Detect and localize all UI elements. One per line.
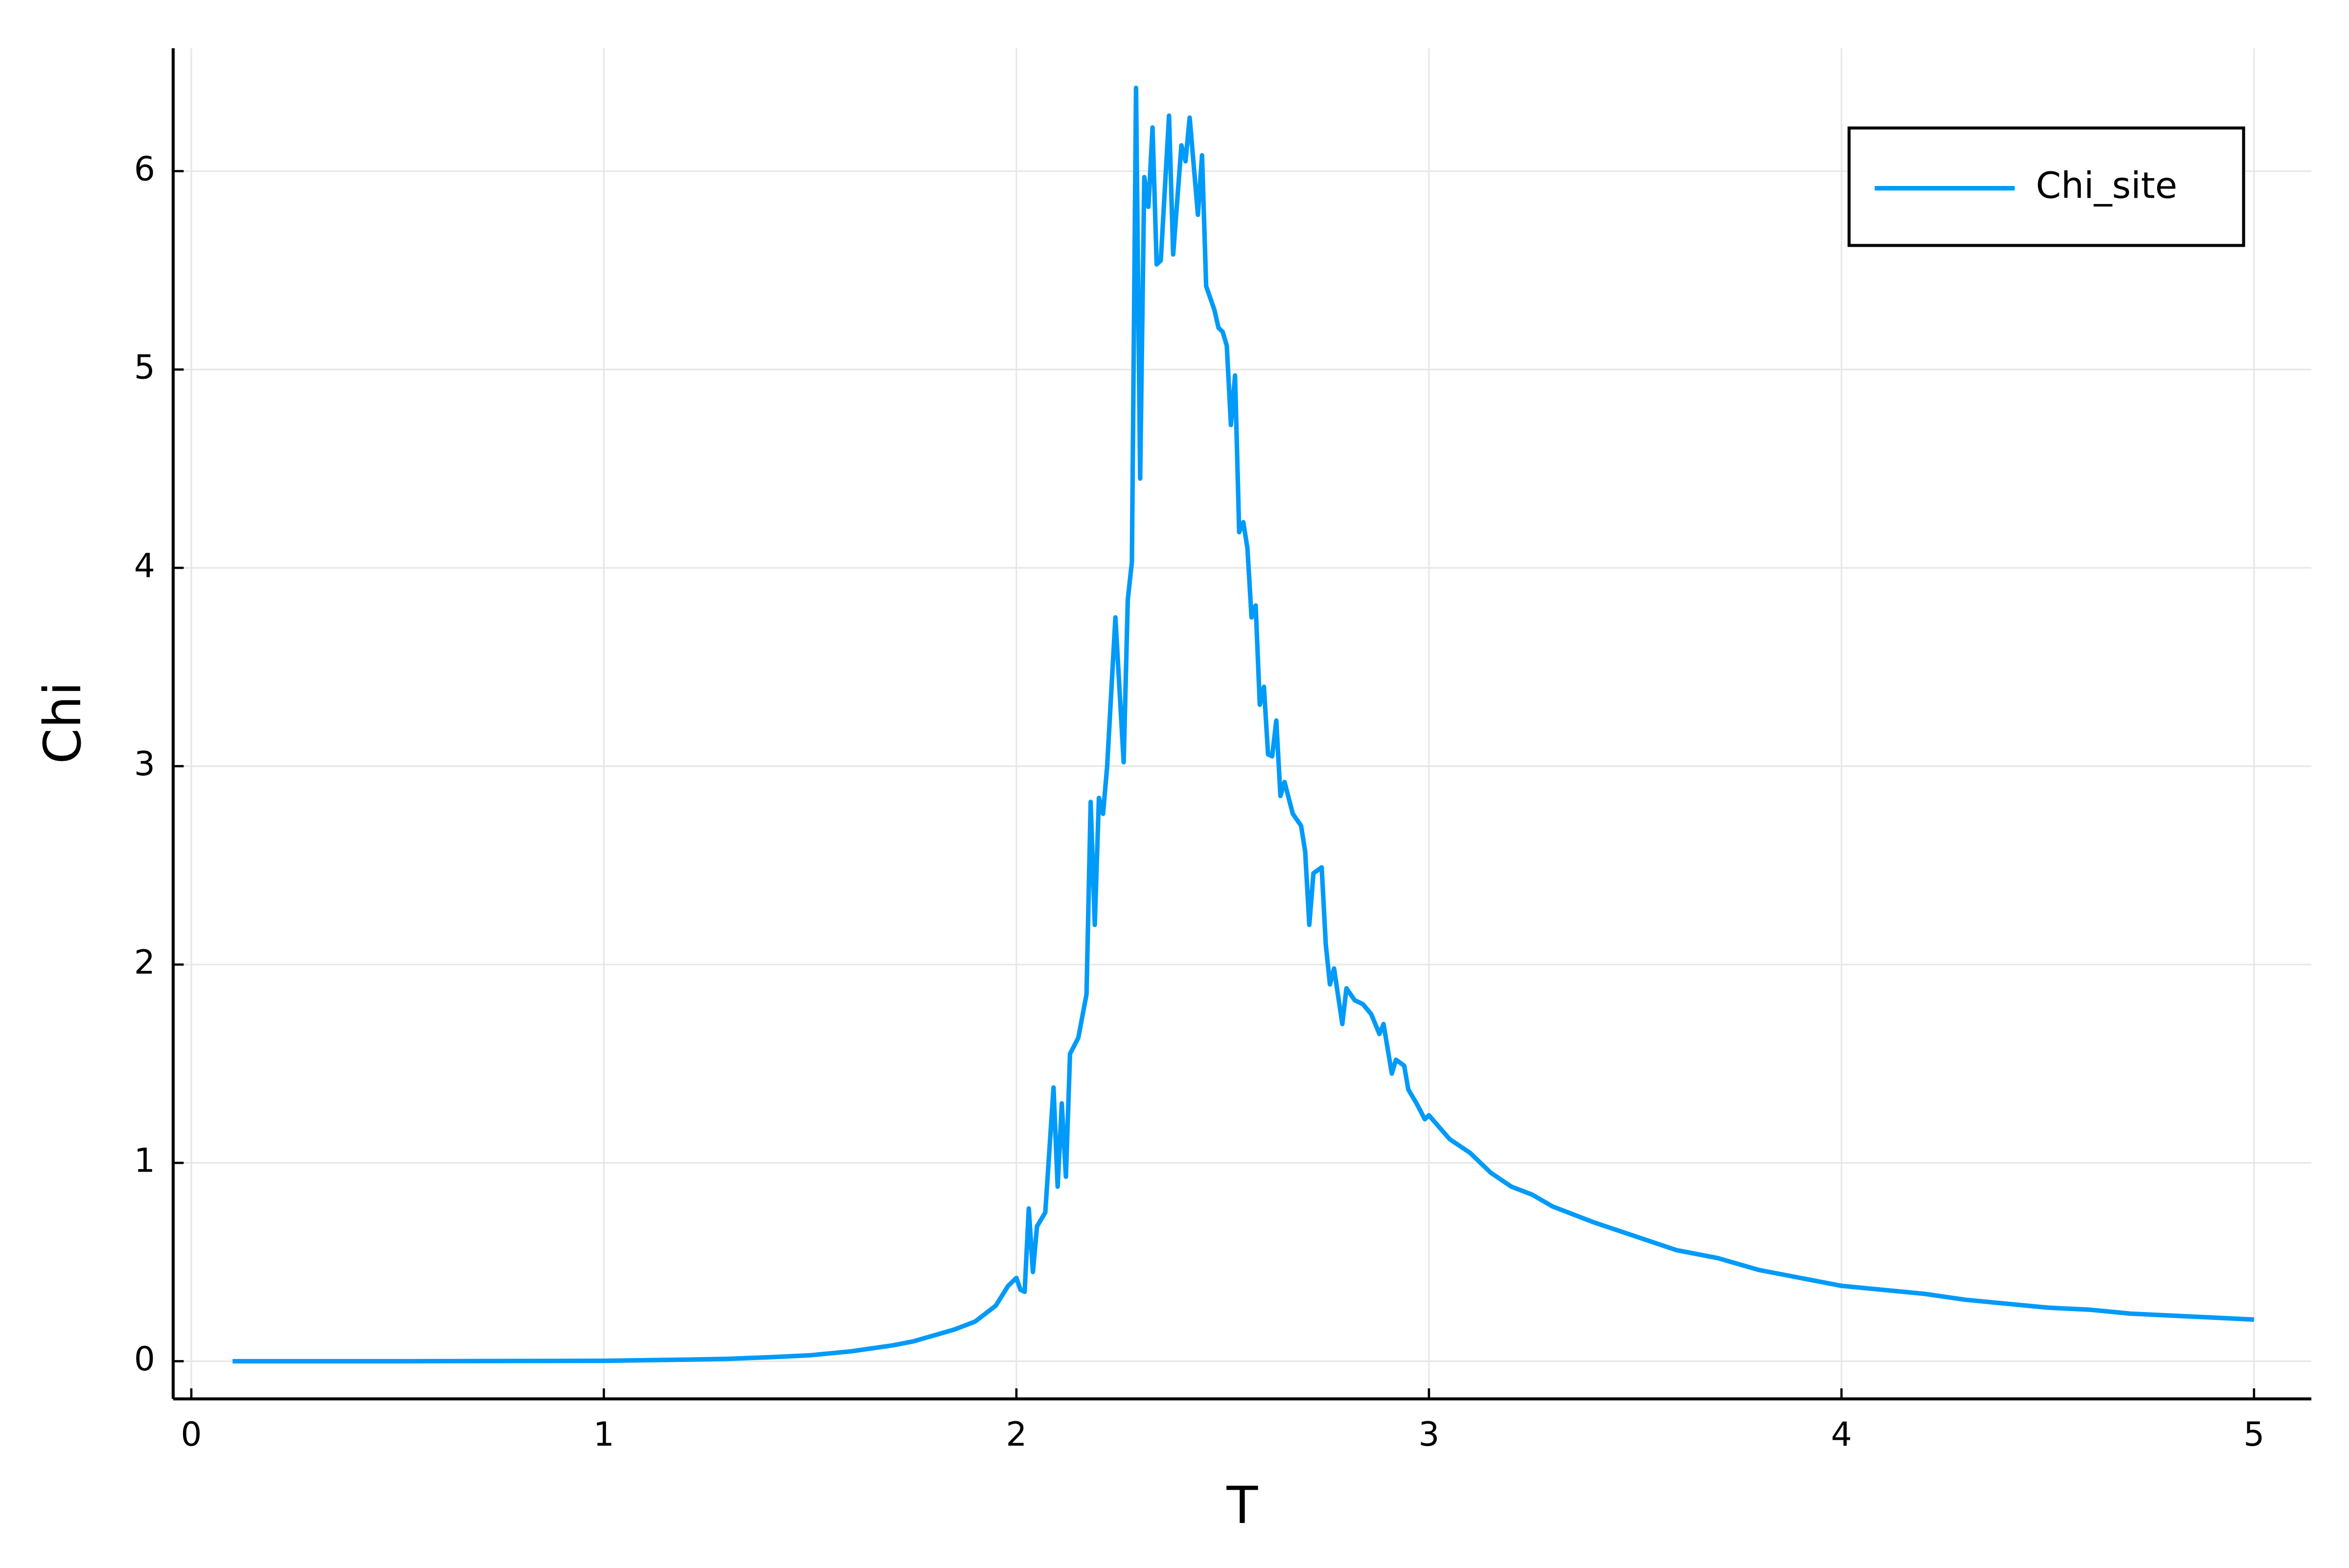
legend-label: Chi_site xyxy=(2036,165,2177,207)
y-tick-label: 6 xyxy=(134,149,155,188)
y-tick-label: 2 xyxy=(134,943,155,981)
x-tick-label: 0 xyxy=(181,1415,202,1453)
data-line xyxy=(232,85,2255,1364)
y-tick-label: 3 xyxy=(134,744,155,783)
y-tick-label: 1 xyxy=(134,1141,155,1180)
x-tick-label: 5 xyxy=(2243,1415,2264,1453)
x-tick-label: 4 xyxy=(1831,1415,1852,1453)
x-tick-label: 3 xyxy=(1418,1415,1439,1453)
y-tick-label: 4 xyxy=(134,546,155,585)
x-tick-label: 1 xyxy=(593,1415,614,1453)
x-axis-title: T xyxy=(1226,1476,1259,1535)
y-axis-title: Chi xyxy=(33,682,92,764)
y-tick-label: 0 xyxy=(134,1339,155,1378)
x-tick-label: 2 xyxy=(1006,1415,1027,1453)
y-tick-label: 5 xyxy=(134,348,155,387)
